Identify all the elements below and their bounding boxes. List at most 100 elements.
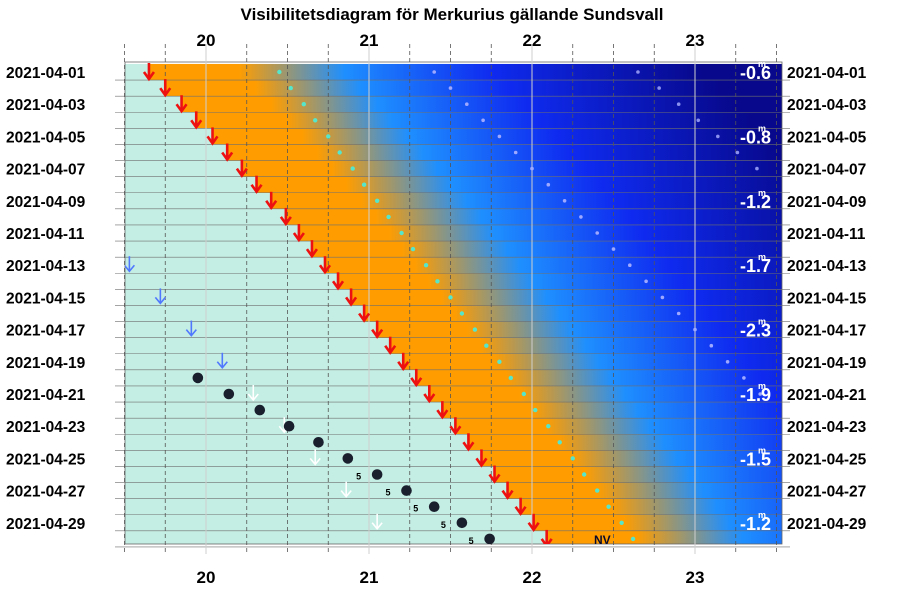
twilight-band [165,80,782,97]
twilight-dot [570,456,575,461]
magnitude-label: -0.8 [740,127,771,147]
daylight-band [125,450,482,468]
y-date-label-left: 2021-04-15 [6,290,86,307]
twilight-dot [288,85,293,91]
sunset-arrow [475,449,488,468]
twilight-band [520,498,782,516]
daylight-band [125,63,149,81]
planet-set-arrow [247,385,259,402]
twilight-dot [581,472,587,477]
nv-annotation: NV [594,533,611,547]
sunset-arrow [488,465,501,484]
x-tick-label-top: 20 [197,31,216,50]
sunset-arrow [345,288,358,307]
sunset-arrow [331,272,345,291]
sunset-arrow [527,513,540,533]
planet-point [401,485,412,496]
daylight-band [125,273,339,290]
planet-point-label: 5 [356,472,361,482]
twilight-dot [435,279,440,284]
twilight-dot [644,279,648,284]
plot-frame [124,61,783,545]
twilight-band [429,385,782,403]
planet-point [192,372,204,384]
magnitude-unit: m [758,510,766,520]
magnitude-label: -0.6 [740,63,771,83]
y-date-label-right: 2021-04-15 [787,290,867,307]
twilight-dot [725,360,730,364]
daylight-band [125,112,197,129]
sunset-arrow [436,401,449,420]
twilight-dot [459,311,465,316]
daylight-band [125,514,534,532]
twilight-dot [657,86,661,90]
y-date-label-left: 2021-04-03 [6,97,86,114]
y-date-label-right: 2021-04-11 [787,226,866,243]
x-tick-label-top: 21 [360,31,379,50]
twilight-dot [606,504,611,509]
planet-point [254,404,266,416]
sunset-arrow [318,256,332,275]
twilight-dot [313,118,318,123]
daylight-band [125,160,242,178]
twilight-band [455,418,782,435]
twilight-dot [277,69,282,75]
twilight-dot [410,246,416,252]
planet-point [223,388,235,400]
chart-title: Visibilitetsdiagram för Merkurius gällan… [241,5,664,24]
twilight-dot [481,118,485,123]
twilight-dot [676,311,681,316]
twilight-dot [350,166,355,171]
planet-set-arrow [154,288,166,305]
magnitude-unit: m [758,317,766,327]
sunset-arrow [410,368,423,388]
twilight-band [351,289,782,307]
twilight-band [148,63,782,81]
daylight-band [125,96,182,113]
daylight-band [125,369,417,387]
planet-point [283,420,295,432]
sunset-arrow [305,240,319,259]
x-tick-label-top: 22 [523,31,542,50]
twilight-dot [557,440,562,445]
daylight-band [125,128,213,146]
twilight-band [494,466,782,484]
twilight-band [298,224,782,242]
magnitude-unit: m [758,188,766,198]
sunset-arrow [514,497,527,516]
twilight-dot [448,86,453,90]
daylight-band [125,530,547,544]
magnitude-unit: m [758,59,766,69]
planet-set-arrow [185,320,197,337]
twilight-dot [361,182,367,187]
magnitude-unit: m [758,381,766,391]
daylight-band [125,241,312,258]
sunset-arrow [142,63,156,82]
y-date-label-right: 2021-04-03 [787,97,867,114]
planet-point-label: 5 [469,536,474,546]
y-date-label-left: 2021-04-21 [6,387,86,404]
sunset-arrow [540,529,553,544]
twilight-dot [660,295,665,300]
y-date-label-left: 2021-04-25 [6,451,86,468]
y-date-label-left: 2021-04-01 [6,65,86,82]
twilight-dot [742,376,746,380]
y-date-label-right: 2021-04-23 [787,419,867,436]
sunset-arrow [423,385,436,404]
y-date-label-right: 2021-04-07 [787,162,866,179]
twilight-dot [693,327,697,332]
y-date-label-left: 2021-04-11 [6,226,85,243]
planet-point [484,533,495,544]
twilight-dot [735,150,740,155]
twilight-dot [432,70,437,74]
twilight-dot [595,231,599,235]
twilight-band [311,241,782,258]
daylight-band [125,80,166,97]
twilight-band [546,530,782,544]
twilight-dot [521,391,527,397]
twilight-dot [337,150,342,155]
sunset-arrow [371,320,384,339]
magnitude-label: -1.7 [740,256,771,276]
daylight-band [125,385,430,403]
y-date-label-left: 2021-04-27 [6,484,85,501]
